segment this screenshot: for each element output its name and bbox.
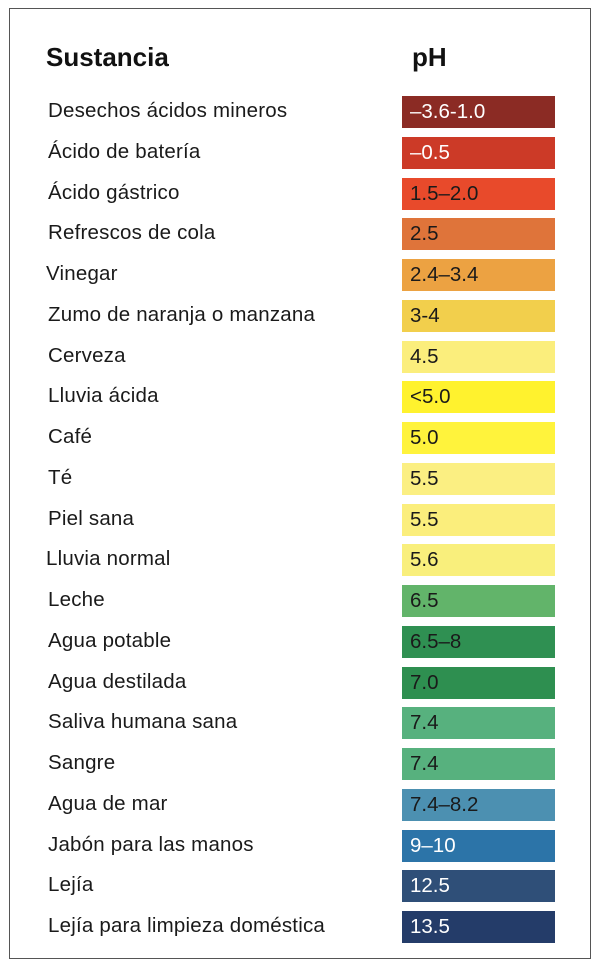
ph-value-cell: 2.5 — [402, 218, 555, 251]
table-row: Lejía 12.5 — [0, 870, 600, 903]
substance-name: Refrescos de cola — [48, 221, 216, 245]
substance-name: Cerveza — [48, 343, 126, 367]
ph-value-cell: 7.4 — [402, 748, 555, 780]
substance-name: Lluvia normal — [46, 547, 171, 571]
table-row: Agua de mar 7.4–8.2 — [0, 788, 600, 822]
substance-name: Piel sana — [48, 506, 135, 530]
table-row: Ácido gástrico 1.5–2.0 — [0, 177, 600, 211]
ph-value-cell: 3-4 — [402, 299, 555, 332]
table-row: Lluvia ácida <5.0 — [0, 381, 600, 414]
table-row: Té 5.5 — [0, 462, 600, 496]
ph-value-cell: –3.6-1.0 — [402, 96, 555, 128]
substance-name: Ácido gástrico — [48, 180, 180, 204]
table-row: Jabón para las manos 9–10 — [0, 829, 600, 863]
ph-value-cell: 12.5 — [402, 870, 555, 903]
ph-value-cell: 5.5 — [402, 503, 555, 536]
table-row: Refrescos de cola 2.5 — [0, 218, 600, 251]
column-header-substance: Sustancia — [46, 42, 169, 72]
substance-name: Ácido de batería — [48, 139, 201, 163]
table-row: Agua potable 6.5–8 — [0, 625, 600, 659]
table-row: Desechos ácidos mineros –3.6-1.0 — [0, 96, 600, 129]
substance-name: Café — [48, 425, 93, 448]
table-row: Piel sana 5.5 — [0, 503, 600, 537]
substance-name: Leche — [48, 588, 105, 611]
table-row: Sangre 7.4 — [0, 748, 600, 781]
table-row: Leche 6.5 — [0, 585, 600, 618]
substance-name: Agua potable — [48, 628, 172, 652]
ph-value-cell: 6.5 — [402, 585, 555, 617]
ph-value-cell: 7.4 — [402, 707, 555, 740]
table-row: Lejía para limpieza doméstica 13.5 — [0, 911, 600, 944]
ph-value-cell: –0.5 — [402, 136, 555, 169]
substance-name: Sangre — [48, 751, 116, 774]
ph-value-cell: 2.4–3.4 — [402, 259, 555, 291]
ph-value-cell: 7.4–8.2 — [402, 788, 555, 821]
ph-value-cell: 4.5 — [402, 340, 555, 373]
column-header-ph: pH — [412, 42, 447, 72]
table-row: Saliva humana sana 7.4 — [0, 707, 600, 740]
substance-name: Vinegar — [46, 262, 118, 285]
ph-value-cell: 6.5–8 — [402, 625, 555, 658]
substance-name: Lejía — [48, 873, 94, 897]
table-row: Vinegar 2.4–3.4 — [0, 259, 600, 292]
ph-value-cell: 5.5 — [402, 462, 555, 495]
table-frame — [9, 8, 591, 959]
substance-name: Zumo de naranja o manzana — [48, 302, 316, 326]
table-row: Ácido de batería –0.5 — [0, 136, 600, 170]
substance-name: Jabón para las manos — [48, 832, 254, 856]
substance-name: Lluvia ácida — [48, 384, 159, 408]
ph-value-cell: 9–10 — [402, 829, 555, 862]
table-row: Agua destilada 7.0 — [0, 666, 600, 700]
table-row: Lluvia normal 5.6 — [0, 544, 600, 577]
table-row: Cerveza 4.5 — [0, 340, 600, 374]
ph-value-cell: <5.0 — [402, 381, 555, 414]
ph-value-cell: 1.5–2.0 — [402, 177, 555, 210]
ph-value-cell: 5.6 — [402, 544, 555, 577]
ph-value-cell: 13.5 — [402, 911, 555, 943]
substance-name: Desechos ácidos mineros — [48, 99, 288, 122]
ph-value-cell: 5.0 — [402, 422, 555, 454]
ph-value-cell: 7.0 — [402, 666, 555, 699]
table-row: Café 5.0 — [0, 422, 600, 455]
table-row: Zumo de naranja o manzana 3-4 — [0, 299, 600, 333]
substance-name: Saliva humana sana — [48, 710, 238, 734]
substance-name: Agua de mar — [48, 791, 168, 815]
substance-name: Agua destilada — [48, 669, 187, 693]
substance-name: Lejía para limpieza doméstica — [48, 914, 325, 937]
substance-name: Té — [48, 465, 73, 489]
